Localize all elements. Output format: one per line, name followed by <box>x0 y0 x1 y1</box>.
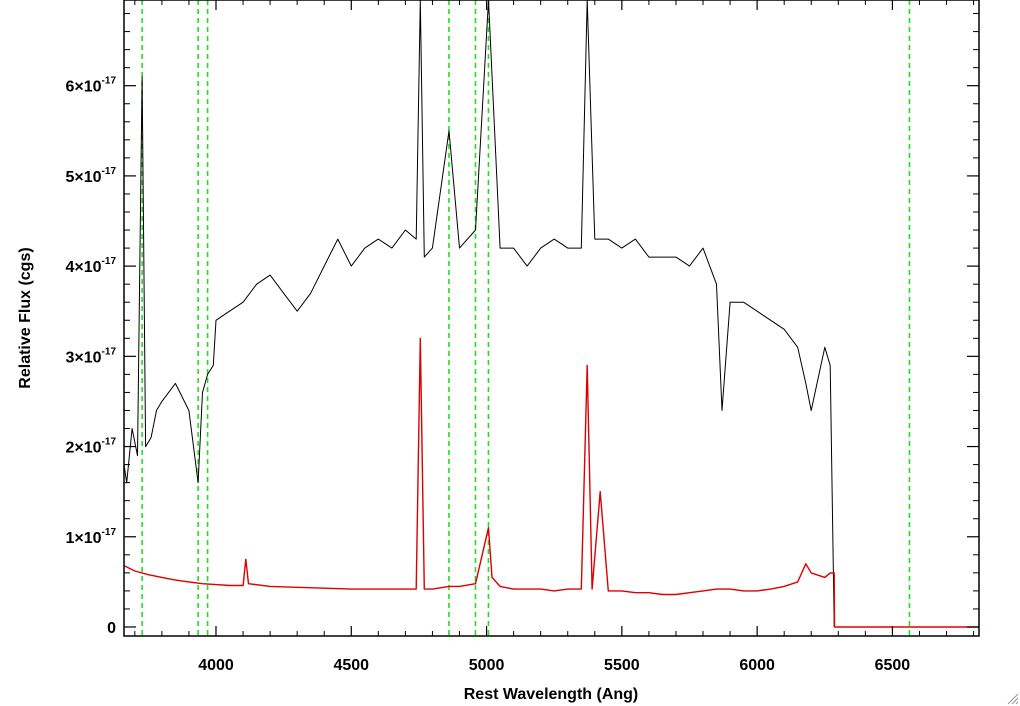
x-tick-label: 5500 <box>604 657 640 674</box>
plot-frame <box>123 0 980 637</box>
y-tick-label: 4×10-17 <box>66 256 117 276</box>
series-line-error <box>123 337 979 628</box>
y-tick-label: 3×10-17 <box>66 346 117 366</box>
resize-grip-icon[interactable] <box>1007 693 1019 705</box>
y-tick-label: 0 <box>107 620 116 637</box>
x-tick-label: 5000 <box>469 657 505 674</box>
series-line-flux <box>123 0 835 628</box>
y-axis-title: Relative Flux (cgs) <box>17 247 34 388</box>
y-tick-label: 6×10-17 <box>66 76 117 96</box>
x-tick-label: 6500 <box>875 657 911 674</box>
y-axis-ticks: 0 1×10-17 2×10-17 3×10-17 4×10-17 5×10-17 6×10… <box>66 13 979 637</box>
x-tick-label: 4500 <box>333 657 369 674</box>
x-axis-title: Rest Wavelength (Ang) <box>464 686 639 703</box>
reference-lines <box>141 0 911 636</box>
y-tick-label: 2×10-17 <box>66 437 117 457</box>
x-tick-label: 4000 <box>198 657 234 674</box>
y-tick-label: 1×10-17 <box>66 527 117 547</box>
y-tick-label: 5×10-17 <box>66 166 117 186</box>
x-axis-ticks: 4000 4500 5000 5500 6000 6500 <box>134 0 975 674</box>
x-tick-label: 6000 <box>739 657 775 674</box>
series-layer <box>123 0 979 628</box>
